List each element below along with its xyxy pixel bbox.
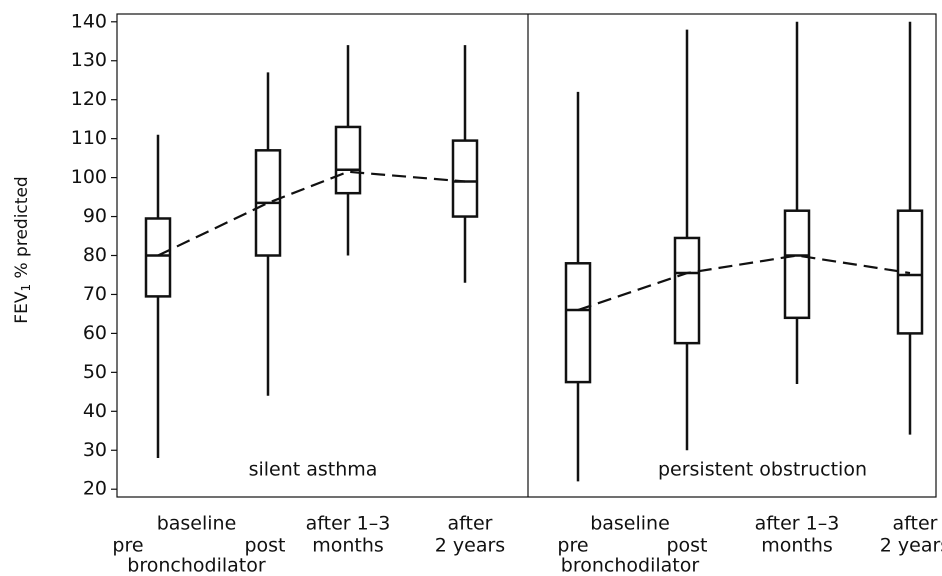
- group-sublabel: bronchodilator: [561, 555, 700, 576]
- x-tick-label: after 1–3: [755, 513, 840, 535]
- y-axis-label: FEV1 % predicted: [12, 176, 33, 323]
- y-label-sub: 1: [19, 284, 33, 292]
- x-tick-label: post: [244, 535, 285, 557]
- y-tick-label: 30: [83, 439, 107, 461]
- y-tick-label: 120: [71, 88, 107, 110]
- group-sublabel: bronchodilator: [127, 555, 266, 576]
- box: [144, 217, 172, 298]
- x-tick-label: post: [666, 535, 707, 557]
- box: [673, 236, 701, 345]
- y-tick-label: 110: [71, 127, 107, 149]
- x-tick-label: after: [448, 513, 493, 535]
- group-label: baseline: [590, 513, 670, 535]
- panel-label: silent asthma: [249, 459, 378, 481]
- plot-frame: [116, 13, 937, 498]
- box: [783, 209, 811, 320]
- x-tick-label: pre: [112, 535, 143, 557]
- box: [334, 125, 362, 195]
- mean-line: [157, 170, 466, 257]
- x-tick-label: months: [761, 535, 833, 557]
- x-tick-label: months: [312, 535, 384, 557]
- y-tick-label: 100: [71, 166, 107, 188]
- y-tick-label: 60: [83, 322, 107, 344]
- group-label: baseline: [157, 513, 237, 535]
- x-tick-label: 2 years: [435, 535, 505, 557]
- x-tick-label: 2 years: [880, 535, 942, 557]
- panel-label: persistent obstruction: [658, 459, 867, 481]
- x-tick-label: pre: [557, 535, 588, 557]
- y-label-main: FEV: [12, 291, 32, 324]
- x-tick-label: after: [893, 513, 938, 535]
- y-tick-label: 80: [83, 244, 107, 266]
- x-tick-label: after 1–3: [306, 513, 391, 535]
- y-tick-label: 50: [83, 361, 107, 383]
- y-tick-label: 70: [83, 283, 107, 305]
- y-label-rest: % predicted: [12, 176, 32, 284]
- y-tick-label: 140: [71, 10, 107, 32]
- y-tick-label: 130: [71, 49, 107, 71]
- y-tick-label: 20: [83, 478, 107, 500]
- y-tick-label: 90: [83, 205, 107, 227]
- box: [564, 262, 592, 384]
- y-tick-label: 40: [83, 400, 107, 422]
- mean-line: [577, 254, 911, 312]
- box: [451, 139, 479, 218]
